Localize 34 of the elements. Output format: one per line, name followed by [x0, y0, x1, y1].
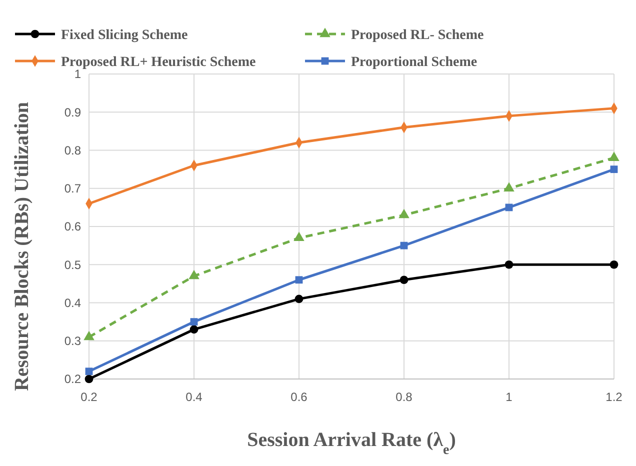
- point: [400, 276, 408, 284]
- y-tick-label: 0.7: [64, 182, 82, 196]
- point: [294, 294, 304, 304]
- point: [400, 242, 408, 250]
- x-tick-label: 0.8: [396, 390, 413, 404]
- point: [190, 325, 198, 334]
- point: [504, 260, 514, 269]
- y-tick-label: 0.6: [64, 220, 82, 234]
- point: [294, 232, 304, 242]
- y-tick-label: 0.8: [64, 143, 82, 158]
- legend-label: Fixed Slicing Scheme: [61, 28, 188, 43]
- point: [84, 374, 94, 384]
- x-tick-label: 0.2: [80, 390, 98, 404]
- point: [190, 318, 198, 326]
- x-axis-title: Session Arrival Rate (λ$_{e}$): [247, 429, 456, 458]
- legend-label: Proportional Scheme: [351, 54, 478, 70]
- x-tick-label: 0.6: [290, 390, 308, 404]
- point: [85, 368, 93, 376]
- y-tick-label: 0.3: [64, 334, 82, 348]
- y-axis-title: Resource Blocks (RBs) Utilization: [11, 102, 33, 392]
- point: [610, 166, 618, 174]
- legend-label: Proposed RL- Scheme: [351, 28, 484, 43]
- y-tick-label: 0.2: [64, 372, 82, 386]
- point: [505, 204, 513, 212]
- point: [610, 260, 618, 269]
- y-tick-label: 0.5: [64, 258, 82, 272]
- point: [295, 276, 303, 284]
- legend-label: Proposed RL+ Heuristic Scheme: [61, 54, 256, 70]
- x-tick-label: 0.4: [186, 390, 203, 404]
- y-tick-label: 0.9: [64, 105, 82, 120]
- y-tick-label: 1: [74, 67, 82, 82]
- x-tick-label: 1: [506, 390, 513, 404]
- y-tick-label: 0.4: [64, 296, 82, 310]
- x-tick-label: 1.2: [606, 390, 623, 404]
